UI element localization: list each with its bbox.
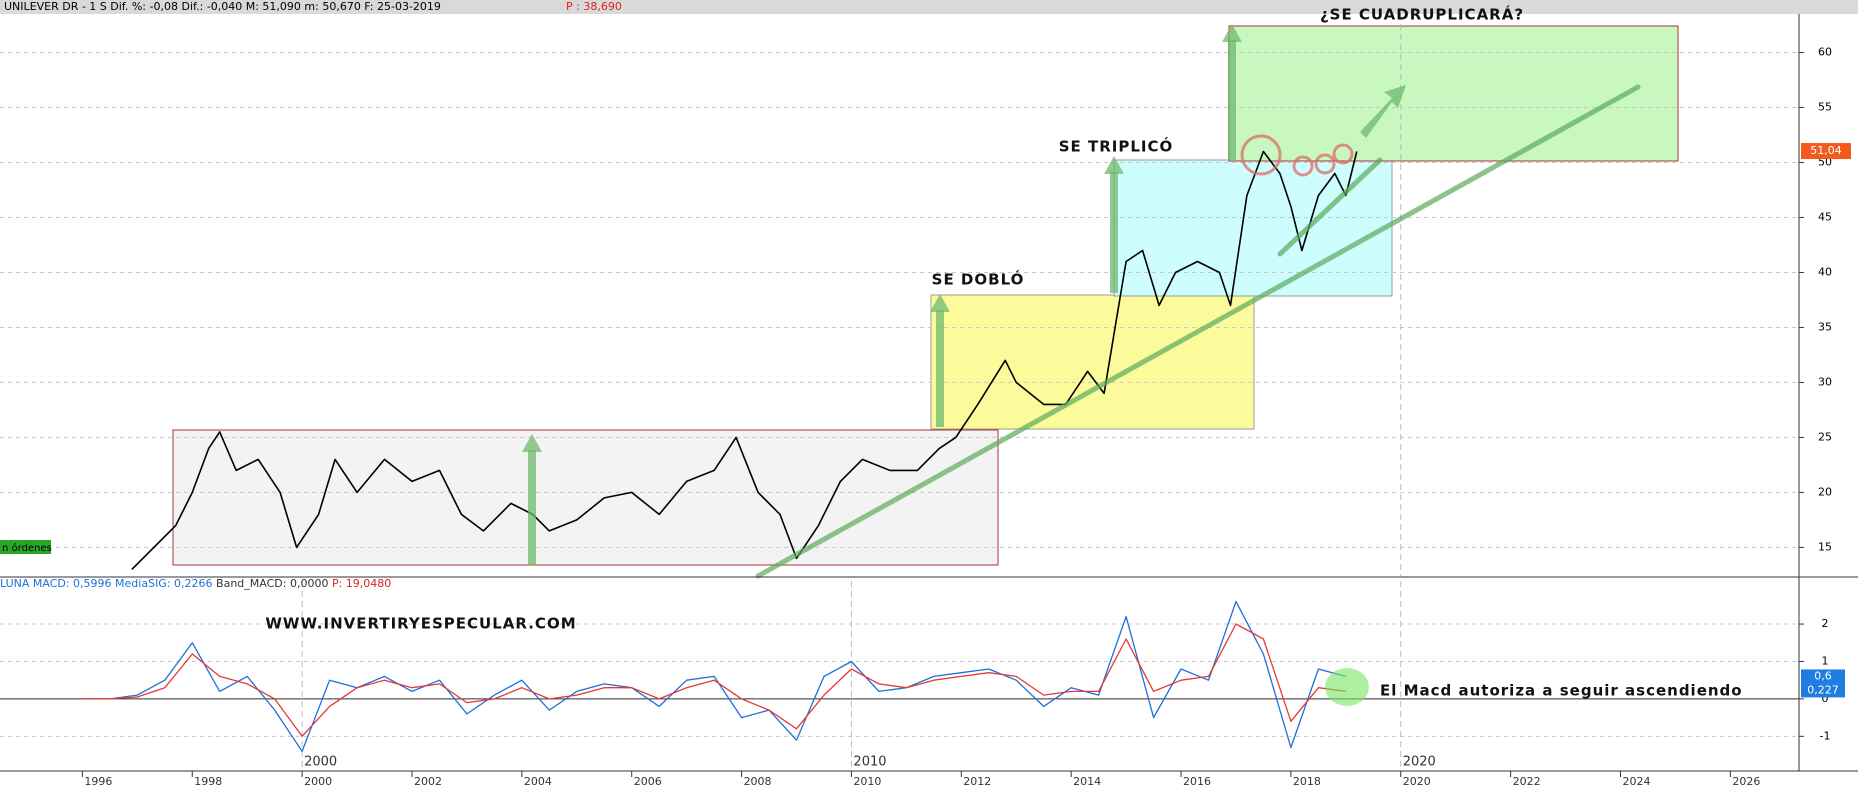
arrow xyxy=(936,310,944,427)
y-tick-label: 45 xyxy=(1818,210,1832,223)
y-tick-label: -1 xyxy=(1820,729,1831,742)
range-box xyxy=(172,429,999,566)
y-tick-label: 2 xyxy=(1822,617,1829,630)
y-tick-label: 35 xyxy=(1818,320,1832,333)
annotation: SE TRIPLICÓ xyxy=(1059,137,1174,156)
highlight-circle xyxy=(1332,143,1354,165)
highlight-circle xyxy=(1314,153,1336,175)
arrow xyxy=(528,450,536,565)
x-tick-label: 2004 xyxy=(524,775,552,788)
price-label-box xyxy=(1801,143,1851,160)
x-tick-label: 2022 xyxy=(1513,775,1541,788)
x-tick-label: 2002 xyxy=(414,775,442,788)
badge xyxy=(0,540,51,554)
trend-line xyxy=(755,84,1641,579)
x-tick-label: 2020 xyxy=(1403,775,1431,788)
arrow xyxy=(522,434,542,452)
annotation: SE DOBLÓ xyxy=(932,270,1025,289)
x-tick-label: 1996 xyxy=(84,775,112,788)
y-tick-label: 55 xyxy=(1818,100,1832,113)
y-tick-label: 25 xyxy=(1818,430,1832,443)
x-tick-label: 2008 xyxy=(744,775,772,788)
x-tick-label: 2026 xyxy=(1732,775,1760,788)
legend-item: Band_MACD: 0,0000 xyxy=(216,577,328,590)
arrow xyxy=(930,294,950,312)
value-label: 0,6 xyxy=(1814,669,1832,682)
x-tick-label: 2010 xyxy=(853,775,881,788)
annotation: WWW.INVERTIRYESPECULAR.COM xyxy=(265,615,576,633)
y-tick-label: 60 xyxy=(1818,45,1832,58)
x-tick-label: 2012 xyxy=(963,775,991,788)
arrow xyxy=(1110,172,1118,293)
legend-item: P: 19,0480 xyxy=(332,577,391,590)
y-tick-label: 20 xyxy=(1818,485,1832,498)
value-label-box xyxy=(1801,669,1845,684)
highlight-circle xyxy=(1292,155,1314,177)
line xyxy=(82,600,1346,752)
header-text: UNILEVER DR - 1 S Dif. %: -0,08 Dif.: -0… xyxy=(4,0,441,13)
x-tick-label: 1998 xyxy=(194,775,222,788)
line xyxy=(82,623,1346,737)
range-box xyxy=(1113,159,1393,297)
arrow xyxy=(1104,156,1124,174)
y-tick-label: 15 xyxy=(1818,540,1832,553)
x-tick-label: 2018 xyxy=(1293,775,1321,788)
price-label: 51,04 xyxy=(1810,144,1842,157)
arrow xyxy=(1360,85,1406,138)
x-tick-label: 2024 xyxy=(1622,775,1650,788)
range-box xyxy=(1228,25,1679,162)
x-tick-label: 2006 xyxy=(634,775,662,788)
range-box xyxy=(930,294,1255,430)
badge-text: n órdenes xyxy=(2,542,52,554)
value-label-box xyxy=(1801,683,1845,698)
header-price: P : 38,690 xyxy=(566,0,622,13)
header-bar xyxy=(0,0,1858,14)
annotation: ¿SE CUADRUPLICARÁ? xyxy=(1320,5,1524,24)
x-tick-label: 2016 xyxy=(1183,775,1211,788)
major-x-label: 2010 xyxy=(853,755,886,770)
arrow xyxy=(1222,24,1242,42)
drawings xyxy=(172,25,1679,566)
line xyxy=(131,150,1358,570)
x-tick-label: 2014 xyxy=(1073,775,1101,788)
x-tick-label: 2000 xyxy=(304,775,332,788)
trend-line xyxy=(1277,157,1383,257)
y-tick-label: 40 xyxy=(1818,265,1832,278)
highlight-ellipse xyxy=(1325,668,1369,706)
value-label: 0,227 xyxy=(1807,683,1839,696)
y-tick-label: 0 xyxy=(1822,692,1829,705)
major-x-label: 2000 xyxy=(304,755,337,770)
y-tick-label: 30 xyxy=(1818,375,1832,388)
overlays xyxy=(522,24,1641,706)
legend-item: MediaSIG: 0,2266 xyxy=(115,577,212,590)
macd-legend: LUNA MACD: 0,5996 MediaSIG: 0,2266 Band_… xyxy=(0,577,391,590)
y-tick-label: 1 xyxy=(1822,654,1829,667)
legend-item: LUNA MACD: 0,5996 xyxy=(0,577,112,590)
highlight-circle xyxy=(1240,134,1282,176)
annotation: El Macd autoriza a seguir ascendiendo xyxy=(1380,682,1743,700)
arrow xyxy=(1228,40,1236,160)
major-x-label: 2020 xyxy=(1403,755,1436,770)
